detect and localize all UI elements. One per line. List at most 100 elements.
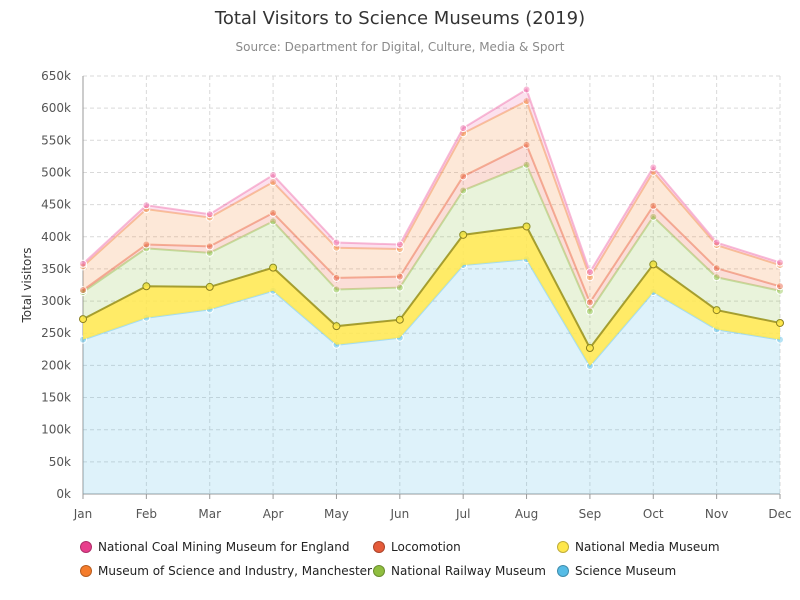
series-area: [83, 226, 780, 367]
data-point: [522, 140, 531, 149]
data-point: [649, 212, 658, 221]
legend-item-locomotion[interactable]: Locomotion: [373, 540, 461, 554]
data-point: [332, 273, 341, 282]
series-line: [82, 88, 781, 275]
legend-marker: [373, 565, 385, 577]
x-tick-label: Jan: [73, 507, 93, 521]
data-point: [142, 282, 151, 291]
x-tick-label: Jul: [455, 507, 470, 521]
x-tick-label: Sep: [579, 507, 602, 521]
legend-item-coal-mining[interactable]: National Coal Mining Museum for England: [80, 540, 349, 554]
data-point: [712, 241, 721, 250]
data-point: [649, 163, 658, 172]
data-point: [649, 201, 658, 210]
legend-item-science-museum[interactable]: Science Museum: [557, 564, 676, 578]
legend-item-msi-manchester[interactable]: Museum of Science and Industry, Manchest…: [80, 564, 372, 578]
x-tick-label: Mar: [198, 507, 221, 521]
data-point: [712, 238, 721, 247]
data-point: [585, 298, 594, 307]
data-point: [142, 240, 151, 249]
y-tick-label: 550k: [41, 133, 71, 147]
data-point: [585, 268, 594, 277]
data-point: [79, 262, 87, 271]
data-point: [332, 322, 341, 331]
legend-label: Locomotion: [391, 540, 461, 554]
y-tick-label: 450k: [41, 198, 71, 212]
legend-label: National Railway Museum: [391, 564, 546, 578]
legend-label: Museum of Science and Industry, Manchest…: [98, 564, 372, 578]
data-point: [205, 248, 214, 257]
data-point: [585, 307, 594, 316]
data-point: [522, 160, 531, 169]
data-point: [395, 315, 404, 324]
data-point: [522, 85, 531, 94]
y-tick-label: 250k: [41, 326, 71, 340]
x-tick-label: Apr: [263, 507, 284, 521]
x-tick-label: Nov: [705, 507, 728, 521]
series-area: [83, 144, 780, 312]
data-point: [776, 318, 784, 327]
x-tick-label: May: [324, 507, 349, 521]
data-point: [79, 315, 87, 324]
legend-item-railway-museum[interactable]: National Railway Museum: [373, 564, 546, 578]
data-point: [269, 263, 278, 272]
series-area: [83, 101, 780, 303]
data-point: [776, 261, 784, 270]
series-line: [82, 225, 781, 350]
series-line: [82, 99, 781, 280]
series-line: [82, 163, 781, 314]
data-point: [776, 282, 784, 291]
series-area: [83, 259, 780, 494]
y-tick-label: 50k: [49, 455, 71, 469]
data-point: [649, 260, 658, 269]
chart-subtitle: Source: Department for Digital, Culture,…: [235, 40, 565, 54]
data-point: [585, 344, 594, 353]
y-tick-label: 650k: [41, 69, 71, 83]
legend-marker: [557, 565, 569, 577]
x-tick-label: Feb: [136, 507, 157, 521]
y-tick-label: 100k: [41, 423, 71, 437]
y-tick-label: 200k: [41, 358, 71, 372]
legend-label: National Media Museum: [575, 540, 720, 554]
legend-marker: [80, 541, 92, 553]
legend-marker: [80, 565, 92, 577]
series-line: [82, 143, 781, 305]
data-point: [205, 242, 214, 251]
y-tick-label: 150k: [41, 391, 71, 405]
data-point: [332, 285, 341, 294]
data-point: [395, 240, 404, 249]
legend-marker: [557, 541, 569, 553]
data-point: [522, 222, 531, 231]
data-point: [79, 286, 87, 295]
legend-label: Science Museum: [575, 564, 677, 578]
data-point: [142, 201, 151, 210]
legend-label: National Coal Mining Museum for England: [98, 540, 350, 554]
y-tick-label: 350k: [41, 262, 71, 276]
x-tick-label: Oct: [643, 507, 664, 521]
data-point: [79, 259, 87, 268]
data-point: [205, 210, 214, 219]
y-tick-label: 300k: [41, 294, 71, 308]
data-point: [269, 208, 278, 217]
chart-title: Total Visitors to Science Museums (2019): [214, 8, 586, 29]
data-point: [395, 283, 404, 292]
x-tick-label: Aug: [515, 507, 538, 521]
data-point: [522, 97, 531, 106]
data-point: [269, 217, 278, 226]
data-point: [395, 272, 404, 281]
data-point: [459, 124, 468, 133]
legend-item-media-museum[interactable]: National Media Museum: [557, 540, 720, 554]
data-point: [269, 171, 278, 180]
series-area: [83, 164, 780, 349]
data-point: [776, 258, 784, 267]
data-point: [332, 238, 341, 247]
data-point: [459, 172, 468, 181]
data-point: [712, 306, 721, 315]
data-point: [712, 273, 721, 282]
y-tick-label: 600k: [41, 101, 71, 115]
y-tick-label: 400k: [41, 230, 71, 244]
y-axis-label: Total visitors: [20, 247, 34, 323]
y-tick-label: 0k: [56, 487, 71, 501]
x-tick-label: Dec: [768, 507, 791, 521]
